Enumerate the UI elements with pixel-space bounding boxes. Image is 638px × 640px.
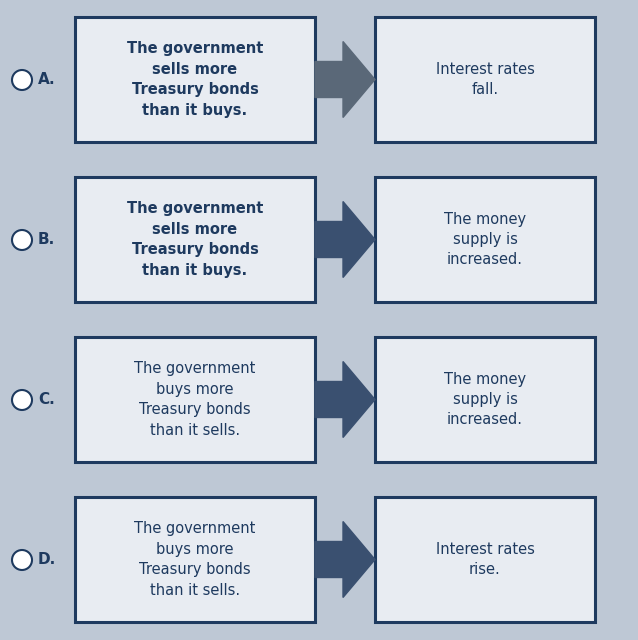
FancyBboxPatch shape: [375, 497, 595, 622]
Circle shape: [12, 70, 32, 90]
FancyArrow shape: [315, 522, 375, 598]
Text: The money
supply is
increased.: The money supply is increased.: [444, 212, 526, 268]
FancyBboxPatch shape: [75, 17, 315, 142]
FancyBboxPatch shape: [375, 337, 595, 462]
Text: The government
buys more
Treasury bonds
than it sells.: The government buys more Treasury bonds …: [135, 362, 256, 438]
Text: The government
buys more
Treasury bonds
than it sells.: The government buys more Treasury bonds …: [135, 522, 256, 598]
Text: Interest rates
rise.: Interest rates rise.: [436, 542, 535, 577]
Circle shape: [12, 230, 32, 250]
Circle shape: [12, 390, 32, 410]
Text: D.: D.: [38, 552, 56, 568]
FancyBboxPatch shape: [375, 177, 595, 302]
FancyArrow shape: [315, 42, 375, 118]
Text: Interest rates
fall.: Interest rates fall.: [436, 62, 535, 97]
Text: A.: A.: [38, 72, 56, 88]
FancyBboxPatch shape: [75, 177, 315, 302]
Text: C.: C.: [38, 392, 55, 408]
FancyBboxPatch shape: [375, 17, 595, 142]
Text: The money
supply is
increased.: The money supply is increased.: [444, 372, 526, 428]
FancyArrow shape: [315, 202, 375, 278]
FancyArrow shape: [315, 362, 375, 438]
Text: B.: B.: [38, 232, 56, 248]
Circle shape: [12, 550, 32, 570]
FancyBboxPatch shape: [75, 497, 315, 622]
FancyBboxPatch shape: [75, 337, 315, 462]
Text: The government
sells more
Treasury bonds
than it buys.: The government sells more Treasury bonds…: [127, 42, 263, 118]
Text: The government
sells more
Treasury bonds
than it buys.: The government sells more Treasury bonds…: [127, 202, 263, 278]
